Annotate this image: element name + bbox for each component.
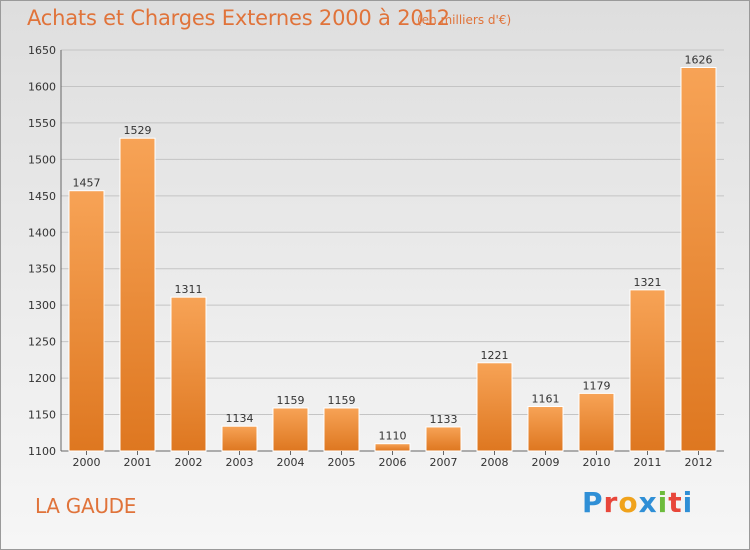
x-tick-label: 2003: [226, 456, 254, 469]
y-tick-label: 1500: [28, 153, 56, 166]
x-tick-labels: 2000 2001 2002 2003 2004 2005 2006 2007 2008 2009…: [73, 451, 713, 469]
x-tick-label: 2008: [481, 456, 509, 469]
x-tick-label: 2012: [685, 456, 713, 469]
y-tick-label: 1350: [28, 263, 56, 276]
bar: [221, 425, 258, 452]
data-labels: 1457 1529 1311 1134 1159 1159 1110 1133 1221 1161…: [73, 53, 713, 442]
bar: [425, 426, 462, 452]
logo-letter: r: [603, 486, 619, 519]
bar: [119, 137, 156, 452]
bar: [170, 296, 207, 452]
y-tick-label: 1300: [28, 299, 56, 312]
data-label: 1159: [328, 394, 356, 407]
logo-letter: t: [668, 486, 683, 519]
x-tick-label: 2000: [73, 456, 101, 469]
data-label: 1133: [430, 413, 458, 426]
proxiti-logo: Proxiti: [582, 486, 693, 519]
x-tick-label: 2002: [175, 456, 203, 469]
y-tick-label: 1400: [28, 226, 56, 239]
x-tick-label: 2006: [379, 456, 407, 469]
bar: [578, 392, 615, 452]
x-tick-label: 2011: [634, 456, 662, 469]
x-tick-label: 2009: [532, 456, 560, 469]
y-tick-label: 1250: [28, 336, 56, 349]
logo-letter: x: [638, 486, 658, 519]
data-label: 1626: [685, 53, 713, 66]
data-label: 1179: [583, 379, 611, 392]
data-label: 1159: [277, 394, 305, 407]
data-label: 1221: [481, 349, 509, 362]
bar: [374, 443, 411, 452]
data-label: 1529: [124, 124, 152, 137]
x-tick-label: 2010: [583, 456, 611, 469]
grid-lines: [61, 49, 724, 452]
x-tick-label: 2005: [328, 456, 356, 469]
y-tick-labels: 1100 1150 1200 1250 1300 1350 1400 1450 1500 1550…: [28, 44, 56, 458]
chart-title: Achats et Charges Externes 2000 à 2012: [27, 6, 450, 30]
data-label: 1134: [226, 412, 254, 425]
y-tick-label: 1550: [28, 117, 56, 130]
logo-letter: o: [618, 486, 639, 519]
chart-subtitle: (en milliers d'€): [417, 13, 512, 27]
commune-name: LA GAUDE: [35, 494, 137, 518]
y-tick-label: 1150: [28, 409, 56, 422]
data-label: 1161: [532, 393, 560, 406]
bar: [68, 190, 105, 452]
bar: [323, 407, 360, 452]
logo-letter: i: [682, 486, 694, 519]
bar: [680, 66, 717, 452]
bar: [476, 362, 513, 452]
data-label: 1321: [634, 276, 662, 289]
data-label: 1110: [379, 430, 407, 443]
y-tick-label: 1200: [28, 372, 56, 385]
data-label: 1311: [175, 283, 203, 296]
x-tick-label: 2007: [430, 456, 458, 469]
bar: [527, 406, 564, 452]
y-tick-label: 1650: [28, 44, 56, 57]
x-tick-label: 2001: [124, 456, 152, 469]
data-label: 1457: [73, 177, 101, 190]
y-tick-label: 1450: [28, 190, 56, 203]
y-tick-label: 1600: [28, 80, 56, 93]
bar: [629, 289, 666, 452]
bars: [68, 66, 717, 452]
logo-letter: i: [657, 486, 669, 519]
axes: [60, 50, 724, 452]
x-tick-label: 2004: [277, 456, 305, 469]
logo-letter: P: [582, 486, 604, 519]
bar: [272, 407, 309, 452]
y-tick-label: 1100: [28, 445, 56, 458]
